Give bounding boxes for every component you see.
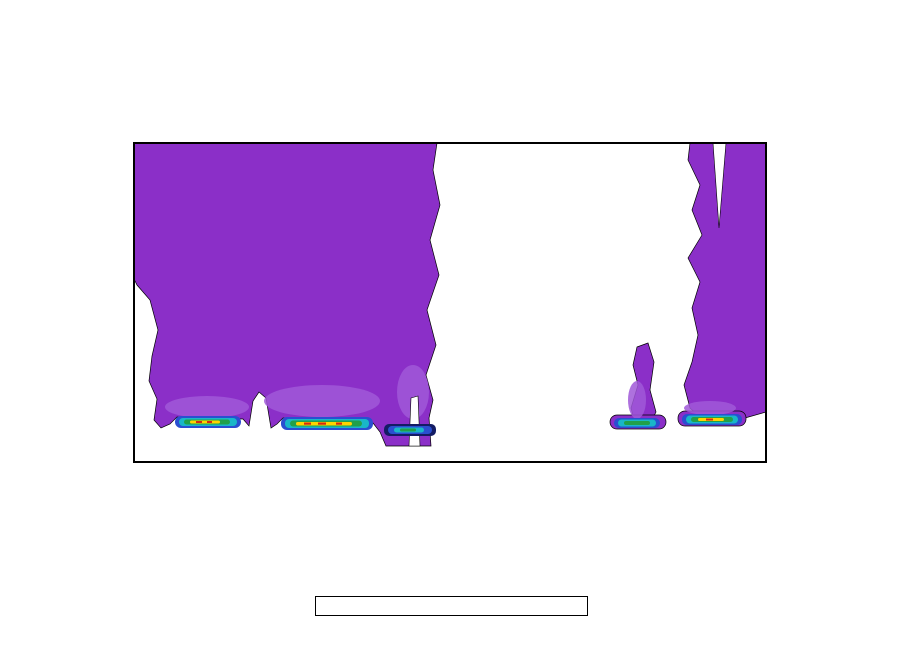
white-notch <box>408 395 421 447</box>
cloud-lens-2 <box>281 417 373 430</box>
white-notch <box>712 143 727 229</box>
plot-frame <box>133 142 767 463</box>
cloud-lens-1 <box>175 416 241 428</box>
light-patch <box>264 385 380 417</box>
colorbar-labels <box>315 621 588 639</box>
light-patch <box>684 401 736 415</box>
light-patch <box>397 365 429 419</box>
colorbar <box>315 596 588 616</box>
saturated-region-right <box>683 143 766 419</box>
cloud-lens-3 <box>384 424 436 436</box>
light-patch <box>628 381 646 419</box>
saturated-region-left <box>134 143 441 447</box>
cloud-lens-5 <box>682 414 742 425</box>
contour-fill-layer <box>134 143 766 447</box>
light-patch <box>165 396 249 418</box>
cloud-lens-4 <box>614 418 660 428</box>
